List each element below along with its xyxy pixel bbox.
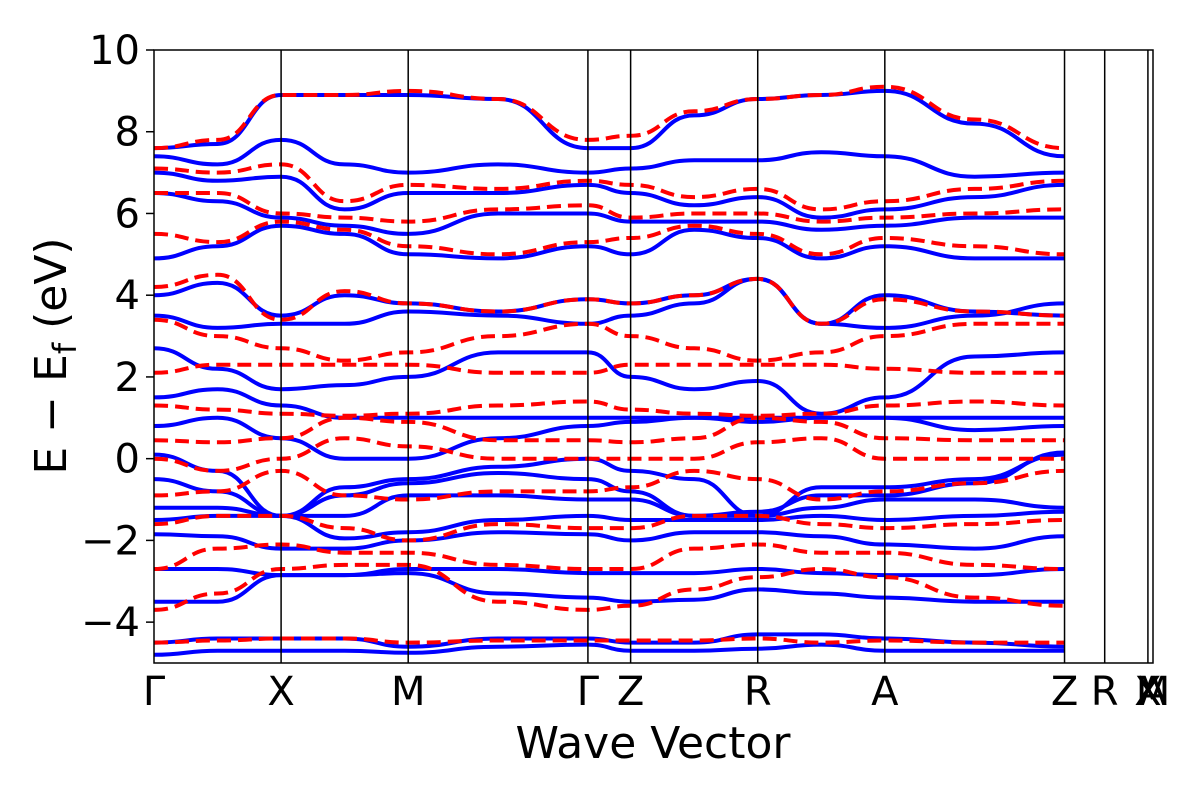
y-tick-label-3: 2 (115, 355, 140, 401)
x-tick-label-9: X (1134, 669, 1161, 715)
x-tick-label-8: R (1091, 669, 1119, 715)
y-axis-ticks: −4 −2 0 2 4 6 8 10 (81, 28, 154, 646)
dashed-band-0 (154, 636, 1065, 645)
y-tick-label-6: 8 (115, 110, 140, 156)
y-tick-label-0: −4 (81, 600, 140, 646)
y-tick-label-4: 4 (115, 273, 140, 319)
x-tick-label-4: Z (617, 669, 644, 715)
x-tick-label-5: R (744, 669, 772, 715)
dashed-band-11 (154, 219, 1065, 257)
y-tick-label-7: 10 (89, 28, 140, 74)
x-axis-label: Wave Vector (516, 718, 792, 769)
dashed-band-4 (154, 468, 1065, 502)
x-tick-label-6: A (871, 669, 899, 715)
x-tick-label-10: M (1136, 669, 1171, 715)
y-tick-label-2: 0 (115, 437, 140, 483)
y-tick-label-1: −2 (81, 518, 140, 564)
y-axis-label-suffix: (eV) (26, 237, 77, 343)
x-tick-label-1: X (267, 669, 294, 715)
bands-layer (154, 84, 1065, 657)
y-axis-label-subscript: f (46, 342, 84, 354)
solid-band-17 (154, 137, 1065, 179)
solid-band-18 (154, 88, 1065, 159)
solid-band-6 (154, 493, 1065, 518)
dashed-band-14 (154, 84, 1065, 151)
solid-band-4 (154, 530, 1065, 551)
x-tick-label-3: Γ (577, 669, 600, 715)
solid-band-0 (154, 642, 1065, 657)
solid-band-3 (154, 566, 1065, 578)
solid-band-1 (154, 632, 1065, 649)
x-tick-label-0: Γ (143, 669, 166, 715)
x-axis-ticks: Γ X M Γ Z R A Z R XMA (143, 669, 1170, 715)
y-axis-label: E − Ef (eV) (26, 237, 84, 474)
x-tick-label-11: A (1139, 669, 1167, 715)
x-tick-label-7: Z (1051, 669, 1078, 715)
dashed-band-9 (154, 317, 1065, 363)
x-tick-label-2: M (391, 669, 426, 715)
plot-frame (153, 49, 1154, 664)
y-axis-label-prefix: E − E (26, 354, 77, 474)
dashed-band-13 (154, 162, 1065, 212)
dashed-band-7 (154, 399, 1065, 418)
high-symmetry-lines (280, 50, 1149, 663)
y-tick-label-5: 6 (115, 191, 140, 237)
